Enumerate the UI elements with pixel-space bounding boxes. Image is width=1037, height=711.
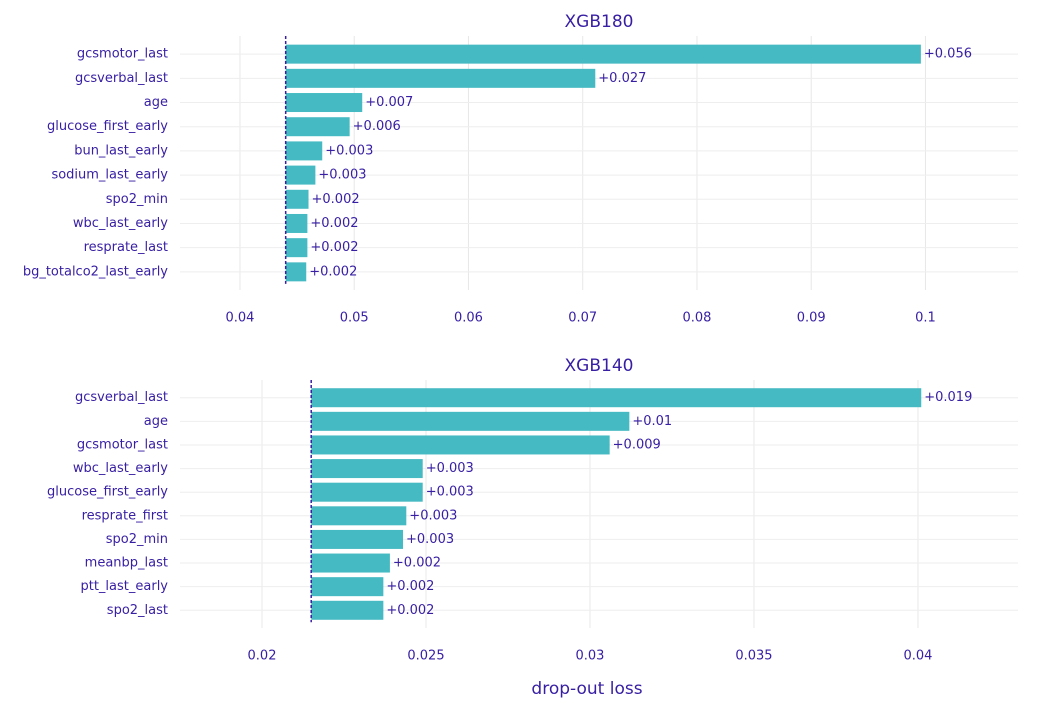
value-label: +0.002 xyxy=(386,579,434,594)
x-tick-label: 0.06 xyxy=(454,311,483,326)
bar xyxy=(311,411,630,431)
x-tick-label: 0.04 xyxy=(226,311,255,326)
bar xyxy=(285,44,921,64)
x-tick-label: 0.07 xyxy=(568,311,597,326)
x-tick-label: 0.04 xyxy=(903,649,932,664)
bar xyxy=(311,388,922,408)
bar xyxy=(311,435,610,455)
value-label: +0.006 xyxy=(353,119,401,134)
category-label: gcsverbal_last xyxy=(75,71,168,86)
bar xyxy=(285,68,596,88)
value-label: +0.027 xyxy=(598,71,646,86)
x-tick-label: 0.09 xyxy=(797,311,826,326)
bar xyxy=(311,459,423,479)
category-label: age xyxy=(144,414,168,429)
value-label: +0.002 xyxy=(309,264,357,279)
bar xyxy=(311,600,384,620)
x-tick-label: 0.08 xyxy=(682,311,711,326)
value-label: +0.002 xyxy=(310,216,358,231)
chart-title: XGB180 xyxy=(565,12,634,32)
bar xyxy=(285,262,307,282)
category-label: spo2_last xyxy=(107,603,168,618)
bar xyxy=(311,577,384,597)
value-label: +0.007 xyxy=(365,95,413,110)
value-label: +0.003 xyxy=(426,485,474,500)
value-label: +0.003 xyxy=(325,143,373,158)
x-tick-label: 0.03 xyxy=(576,649,605,664)
value-label: +0.002 xyxy=(310,240,358,255)
category-label: resprate_last xyxy=(84,240,168,255)
category-label: gcsmotor_last xyxy=(77,437,168,452)
bar xyxy=(285,189,309,209)
bar xyxy=(285,213,308,233)
category-label: spo2_min xyxy=(106,532,168,547)
bar xyxy=(285,165,316,185)
x-tick-label: 0.02 xyxy=(248,649,277,664)
x-tick-label: 0.05 xyxy=(340,311,369,326)
category-label: age xyxy=(144,95,168,110)
category-label: gcsmotor_last xyxy=(77,47,168,62)
category-label: resprate_first xyxy=(82,508,168,523)
value-label: +0.009 xyxy=(613,437,661,452)
value-label: +0.003 xyxy=(426,461,474,476)
category-label: spo2_min xyxy=(106,192,168,207)
bar xyxy=(311,482,423,502)
bar xyxy=(285,93,363,113)
value-label: +0.019 xyxy=(924,390,972,405)
bar xyxy=(311,553,390,573)
category-label: ptt_last_early xyxy=(80,579,168,594)
category-label: wbc_last_early xyxy=(73,461,168,476)
category-label: wbc_last_early xyxy=(73,216,168,231)
value-label: +0.002 xyxy=(386,603,434,618)
category-label: bun_last_early xyxy=(74,143,168,158)
value-label: +0.01 xyxy=(632,414,672,429)
category-label: glucose_first_early xyxy=(47,119,168,134)
x-tick-label: 0.025 xyxy=(407,649,444,664)
bar xyxy=(285,117,350,137)
value-label: +0.056 xyxy=(924,47,972,62)
chart-title: XGB140 xyxy=(565,356,634,376)
category-label: bg_totalco2_last_early xyxy=(23,264,168,279)
category-label: gcsverbal_last xyxy=(75,390,168,405)
value-label: +0.002 xyxy=(312,192,360,207)
bar xyxy=(285,238,308,258)
bar xyxy=(311,529,404,549)
x-axis-label: drop-out loss xyxy=(531,679,642,699)
category-label: glucose_first_early xyxy=(47,485,168,500)
value-label: +0.003 xyxy=(409,508,457,523)
value-label: +0.003 xyxy=(318,168,366,183)
category-label: meanbp_last xyxy=(85,556,168,571)
bar xyxy=(285,141,323,161)
bar xyxy=(311,506,407,526)
value-label: +0.002 xyxy=(393,556,441,571)
category-label: sodium_last_early xyxy=(51,168,168,183)
x-tick-label: 0.035 xyxy=(735,649,772,664)
value-label: +0.003 xyxy=(406,532,454,547)
x-tick-label: 0.1 xyxy=(915,311,936,326)
